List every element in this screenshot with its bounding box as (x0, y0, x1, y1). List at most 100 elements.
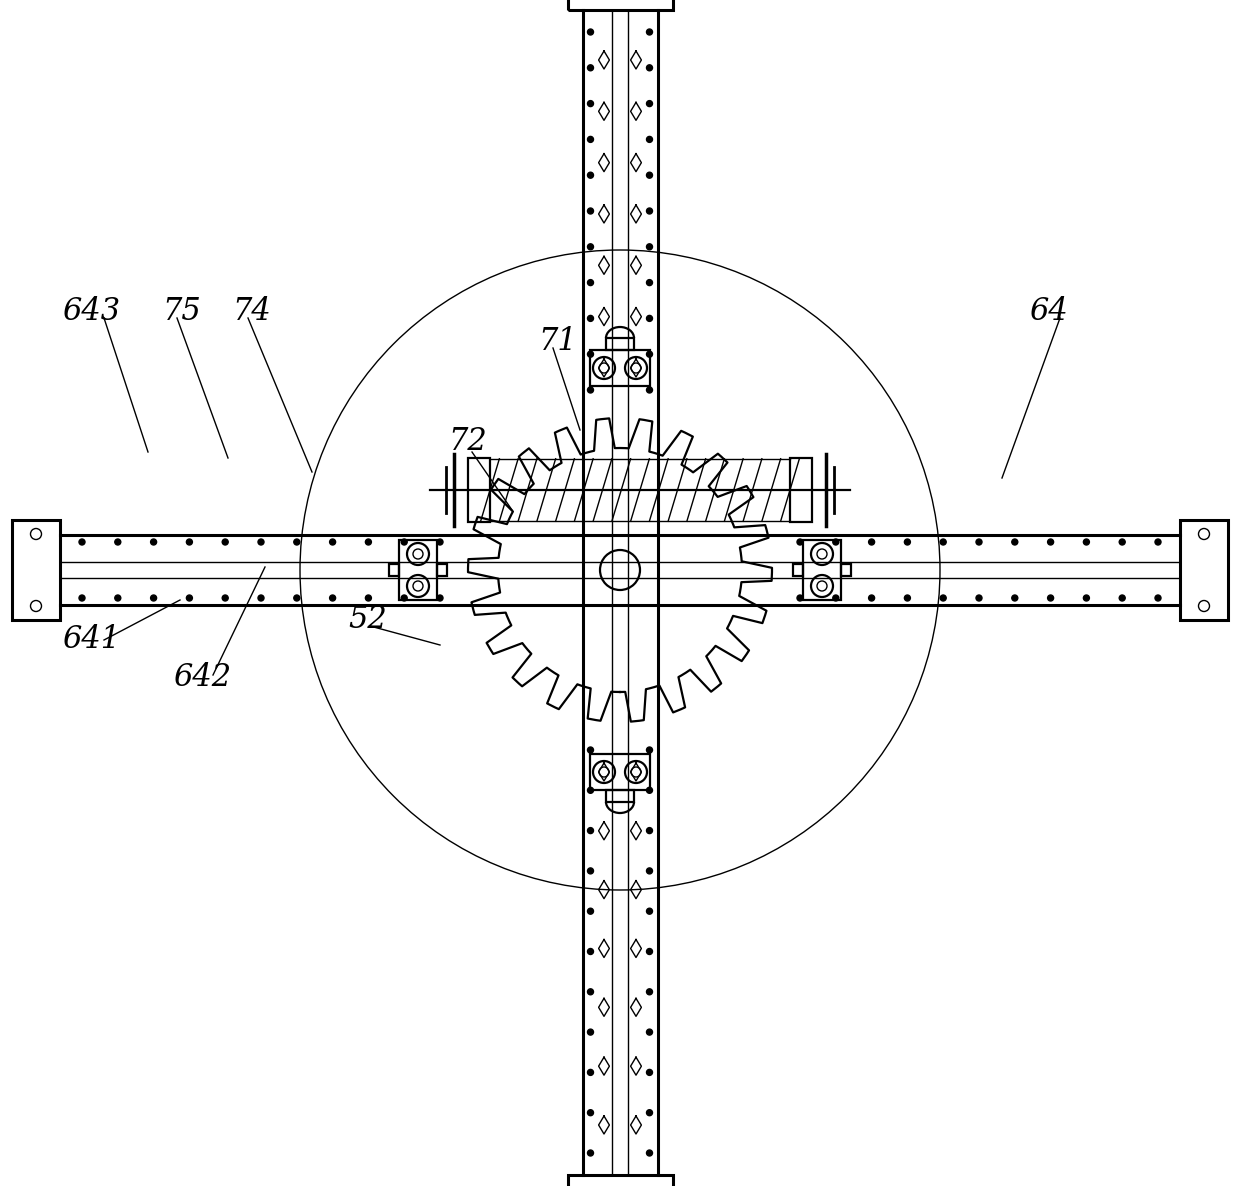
Circle shape (646, 868, 652, 874)
Circle shape (1154, 595, 1161, 601)
Bar (606, 338, 634, 350)
Circle shape (330, 538, 336, 546)
Circle shape (1012, 538, 1018, 546)
Circle shape (588, 315, 594, 321)
Text: 641: 641 (62, 625, 120, 656)
Circle shape (366, 538, 372, 546)
Circle shape (222, 538, 228, 546)
Circle shape (1154, 538, 1161, 546)
Circle shape (588, 208, 594, 213)
Text: 643: 643 (62, 296, 120, 327)
Circle shape (222, 595, 228, 601)
Text: 71: 71 (538, 326, 577, 357)
Bar (568, 1175, 672, 1186)
Circle shape (868, 538, 874, 546)
Circle shape (258, 538, 264, 546)
Circle shape (115, 538, 120, 546)
Circle shape (646, 351, 652, 357)
Circle shape (646, 65, 652, 71)
Circle shape (1048, 595, 1054, 601)
Circle shape (330, 595, 336, 601)
Circle shape (115, 595, 120, 601)
Circle shape (646, 1150, 652, 1156)
Circle shape (646, 1110, 652, 1116)
Circle shape (797, 538, 804, 546)
Circle shape (402, 595, 407, 601)
Circle shape (797, 595, 804, 601)
Circle shape (646, 315, 652, 321)
Circle shape (588, 387, 594, 393)
Circle shape (588, 172, 594, 178)
Circle shape (646, 244, 652, 250)
Circle shape (646, 1070, 652, 1076)
Circle shape (258, 595, 264, 601)
Circle shape (402, 538, 407, 546)
Circle shape (588, 244, 594, 250)
Circle shape (1120, 538, 1125, 546)
Bar (790, 458, 812, 522)
Bar (12, 519, 60, 620)
Circle shape (940, 538, 946, 546)
Bar (590, 754, 650, 790)
Bar (1180, 519, 1228, 620)
Bar (467, 458, 490, 522)
Circle shape (588, 1110, 594, 1116)
Bar (568, 0, 672, 9)
Bar (436, 565, 446, 576)
Circle shape (646, 788, 652, 793)
Circle shape (150, 538, 156, 546)
Bar (399, 540, 436, 600)
Circle shape (1084, 595, 1090, 601)
Circle shape (79, 595, 86, 601)
Circle shape (79, 538, 86, 546)
Circle shape (294, 538, 300, 546)
Bar (794, 565, 804, 576)
Circle shape (646, 101, 652, 107)
Circle shape (588, 949, 594, 955)
Circle shape (588, 868, 594, 874)
Circle shape (646, 280, 652, 286)
Circle shape (366, 595, 372, 601)
Text: 74: 74 (232, 296, 270, 327)
Circle shape (588, 136, 594, 142)
Text: 64: 64 (1029, 296, 1068, 327)
Circle shape (588, 1070, 594, 1076)
Circle shape (1120, 595, 1125, 601)
Circle shape (646, 28, 652, 36)
Circle shape (186, 538, 192, 546)
Circle shape (646, 908, 652, 914)
Circle shape (588, 788, 594, 793)
Circle shape (646, 387, 652, 393)
Text: 72: 72 (448, 427, 487, 458)
Circle shape (646, 1029, 652, 1035)
Circle shape (646, 828, 652, 834)
Circle shape (646, 172, 652, 178)
Bar (389, 565, 399, 576)
Bar (841, 565, 851, 576)
Circle shape (904, 538, 910, 546)
Circle shape (588, 280, 594, 286)
Circle shape (646, 208, 652, 213)
Circle shape (976, 595, 982, 601)
Circle shape (904, 595, 910, 601)
Text: 642: 642 (174, 663, 231, 694)
Circle shape (1048, 538, 1054, 546)
Circle shape (588, 1029, 594, 1035)
Circle shape (588, 828, 594, 834)
Circle shape (833, 595, 838, 601)
Circle shape (436, 538, 443, 546)
Circle shape (588, 908, 594, 914)
Circle shape (868, 595, 874, 601)
Circle shape (294, 595, 300, 601)
Circle shape (940, 595, 946, 601)
Circle shape (150, 595, 156, 601)
Circle shape (588, 28, 594, 36)
Text: 75: 75 (162, 296, 201, 327)
Circle shape (588, 351, 594, 357)
Circle shape (976, 538, 982, 546)
Circle shape (186, 595, 192, 601)
Circle shape (1084, 538, 1090, 546)
Circle shape (646, 949, 652, 955)
Circle shape (588, 1150, 594, 1156)
Circle shape (588, 101, 594, 107)
